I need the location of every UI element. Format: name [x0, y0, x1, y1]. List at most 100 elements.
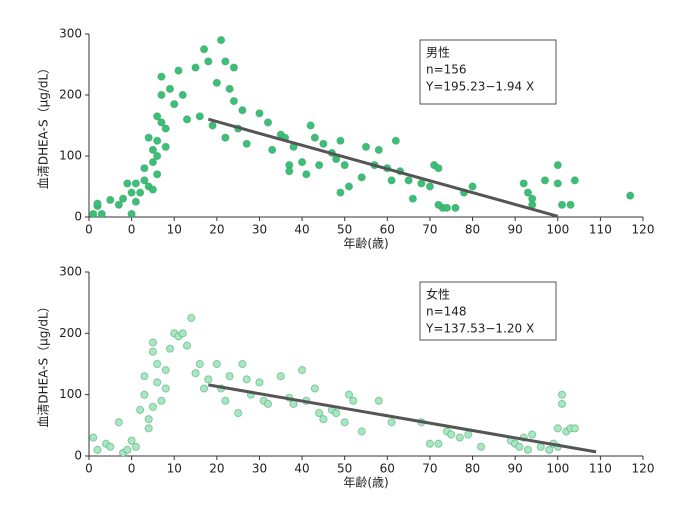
point: [540, 176, 550, 185]
point: [225, 84, 234, 94]
point: [242, 139, 251, 148]
point: [344, 182, 354, 191]
point: [310, 384, 319, 393]
point: [195, 112, 204, 121]
point: [191, 63, 200, 72]
point: [528, 430, 537, 439]
point: [570, 424, 579, 433]
x-tick-label: 70: [422, 462, 437, 476]
point: [528, 194, 537, 203]
point: [626, 191, 635, 200]
point: [523, 188, 533, 197]
point: [425, 182, 435, 191]
point: [144, 133, 153, 142]
point: [217, 36, 226, 45]
point: [178, 90, 187, 100]
point: [297, 366, 307, 375]
x-tick-label: 120: [632, 223, 655, 237]
point: [212, 78, 221, 87]
point: [153, 151, 162, 161]
point: [127, 209, 136, 219]
x-tick-label: 100: [546, 462, 569, 476]
point: [161, 142, 170, 151]
point: [148, 402, 158, 412]
x-tick-label: 70: [422, 223, 437, 237]
point: [263, 118, 273, 127]
point: [357, 173, 366, 182]
point: [136, 188, 145, 197]
x-tick-label: 40: [294, 223, 309, 237]
point: [165, 344, 175, 353]
annotation: n=148: [426, 305, 467, 319]
point: [221, 396, 230, 405]
point: [553, 161, 562, 170]
point: [285, 167, 294, 176]
x-tick-label: 60: [380, 462, 395, 476]
x-tick-label: 10: [167, 462, 182, 476]
point: [165, 84, 175, 94]
annotation: Y=137.53−1.20 X: [425, 322, 534, 336]
point: [182, 115, 192, 124]
point: [157, 118, 166, 127]
point: [148, 158, 158, 167]
point: [536, 442, 545, 451]
point: [374, 145, 383, 154]
point: [153, 136, 162, 145]
point: [93, 199, 102, 208]
point: [255, 109, 264, 118]
point: [131, 179, 140, 188]
point: [178, 329, 187, 338]
point: [144, 415, 153, 424]
x-tick-label: 110: [589, 223, 612, 237]
point: [344, 390, 354, 399]
point: [140, 176, 149, 185]
point: [297, 158, 307, 167]
point: [199, 384, 209, 393]
point: [153, 112, 162, 121]
point: [468, 182, 477, 191]
annotation: 男性: [426, 46, 450, 60]
point: [566, 200, 575, 209]
x-tick-label: 80: [465, 462, 480, 476]
x-tick-label: 0: [128, 223, 136, 237]
point: [204, 375, 213, 384]
x-axis-label: 年齢(歳): [343, 236, 388, 251]
point: [451, 203, 460, 212]
x-tick-label: 20: [209, 223, 224, 237]
x-tick-label: 30: [252, 223, 267, 237]
point: [208, 121, 217, 130]
point: [455, 433, 464, 442]
point: [263, 399, 273, 408]
point: [199, 45, 209, 54]
point: [557, 390, 567, 399]
point: [136, 405, 145, 415]
point: [315, 161, 324, 170]
point: [157, 72, 166, 81]
point: [553, 179, 562, 188]
point: [340, 161, 349, 170]
point: [174, 66, 183, 75]
point: [170, 100, 179, 109]
point: [148, 347, 158, 356]
point: [302, 170, 311, 179]
point: [187, 313, 196, 323]
point: [315, 408, 324, 418]
point: [118, 194, 128, 203]
x-tick-label: 100: [546, 223, 569, 237]
point: [212, 359, 221, 369]
point: [519, 179, 528, 188]
point: [234, 408, 243, 418]
y-tick-label: 100: [59, 387, 82, 401]
point: [570, 176, 579, 185]
point: [131, 442, 140, 451]
point: [255, 378, 264, 387]
point: [434, 439, 443, 448]
point: [140, 372, 149, 381]
x-tick-label: 90: [508, 223, 523, 237]
x-tick-label: 80: [465, 223, 480, 237]
point: [127, 188, 136, 197]
point: [161, 366, 170, 375]
x-axis-label: 年齢(歳): [343, 475, 388, 490]
point: [238, 106, 247, 115]
point: [157, 396, 166, 405]
